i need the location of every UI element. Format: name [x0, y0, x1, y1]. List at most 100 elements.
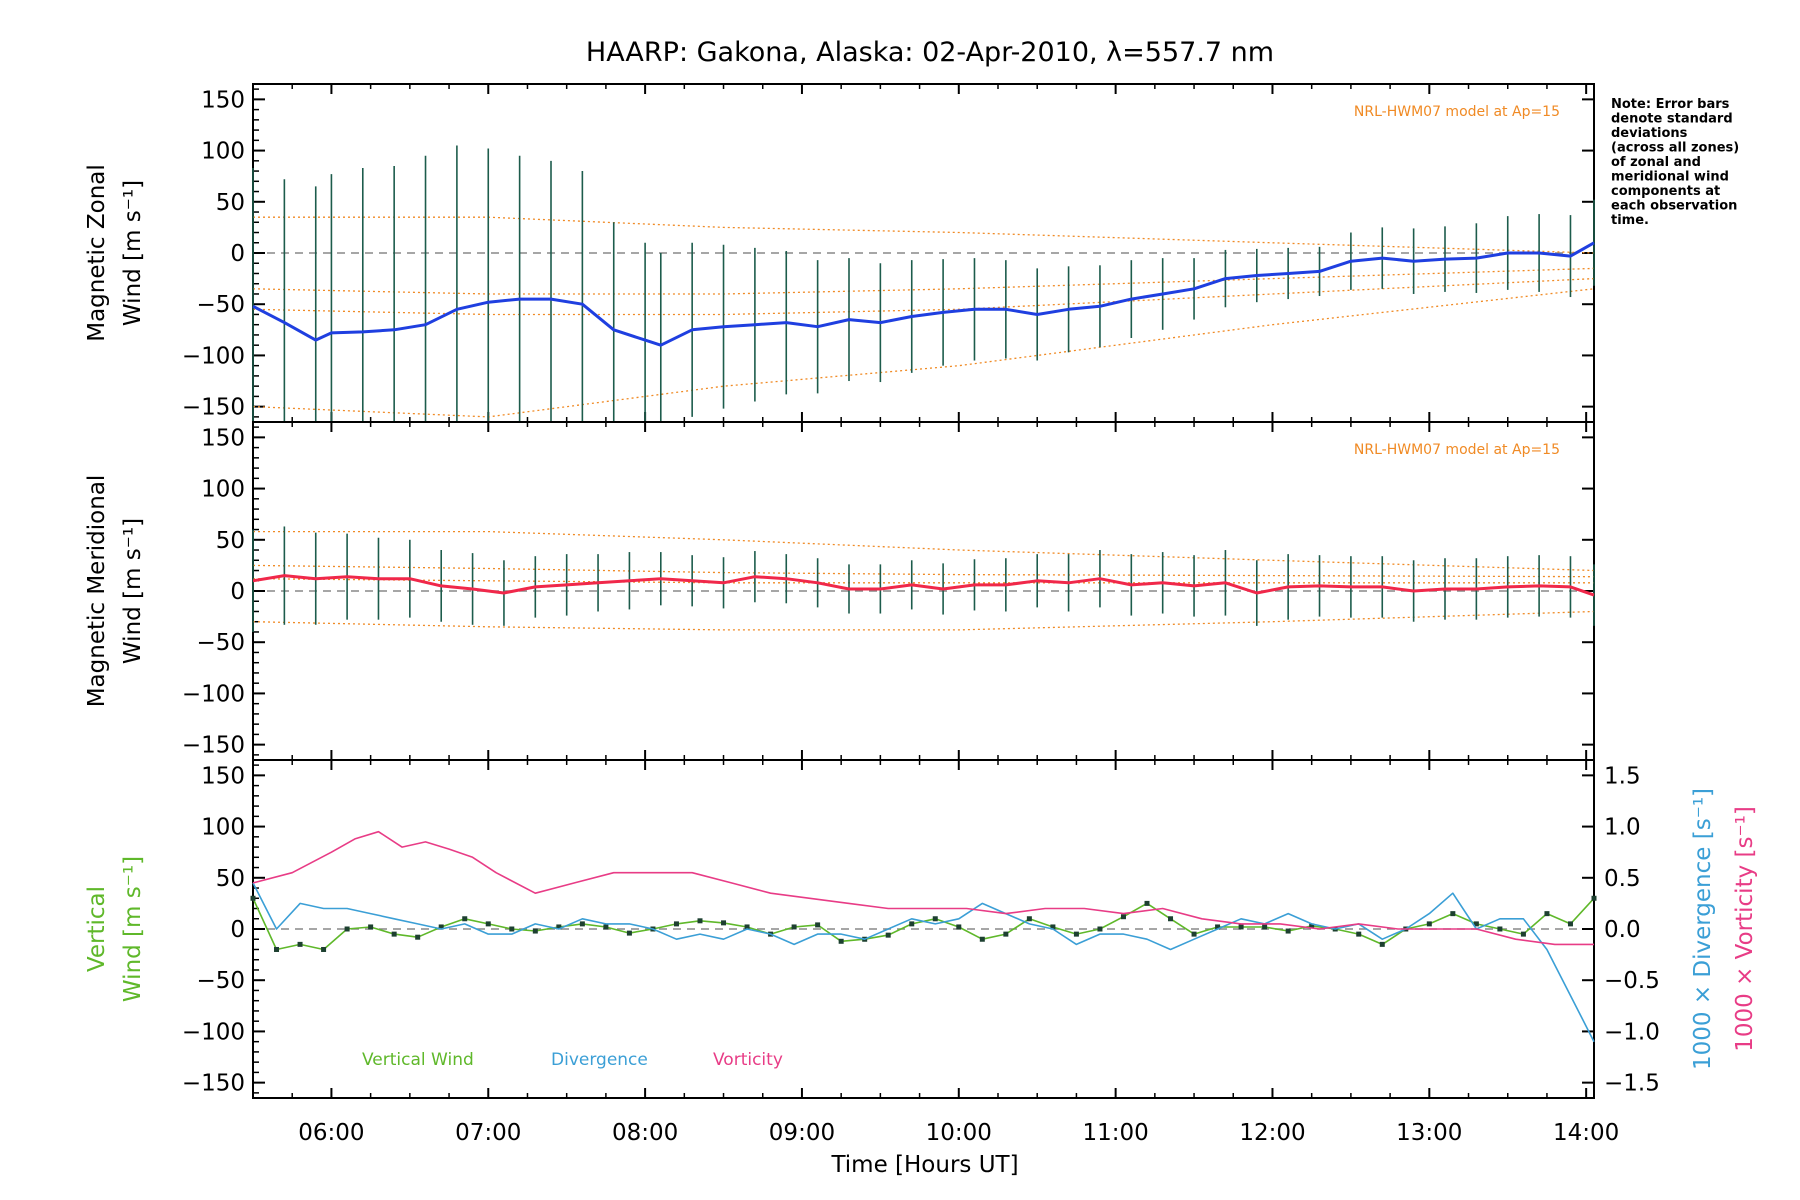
- vertical-point: [438, 924, 444, 930]
- vertical-point: [1191, 931, 1197, 937]
- svg-text:Wind [m s⁻¹]: Wind [m s⁻¹]: [120, 518, 146, 664]
- vertical-point: [391, 931, 397, 937]
- x-tick-label: 14:00: [1553, 1120, 1619, 1146]
- meridional-panel: −150 −100 −50 0 50 100 150: [182, 421, 1595, 761]
- y2-tick-label: 0.5: [1604, 866, 1641, 892]
- vertical-point: [344, 926, 350, 932]
- note-line: Note: Error bars: [1611, 97, 1730, 112]
- svg-text:Vertical: Vertical: [84, 886, 110, 972]
- legend-vorticity: Vorticity: [713, 1050, 783, 1070]
- x-tick-label: 08:00: [612, 1120, 678, 1146]
- note-line: components at: [1611, 184, 1720, 199]
- vertical-ylabel: Vertical Wind [m s⁻¹]: [84, 856, 146, 1002]
- y-tick-label: −50: [196, 968, 245, 994]
- vertical-point: [1238, 924, 1244, 930]
- vertical-point: [979, 936, 985, 942]
- y-tick-label: −100: [182, 343, 245, 369]
- vertical-point: [838, 938, 844, 944]
- model-profile-mid1: [252, 267, 1595, 295]
- vertical-point: [815, 922, 821, 928]
- vertical-point: [579, 921, 585, 927]
- vertical-point: [932, 916, 938, 922]
- note-line: time.: [1611, 213, 1649, 228]
- vertical-point: [956, 924, 962, 930]
- meridional-line: [252, 574, 1595, 597]
- vertical-panel: −150 −100 −50 0 50 100 150 −1.5 −1.0 −0.5 0.0 0.5 1.…: [182, 759, 1660, 1099]
- note-line: of zonal and: [1611, 155, 1701, 170]
- note-line: deviations: [1611, 126, 1688, 141]
- y-tick-label: 50: [216, 190, 245, 216]
- y-tick-label: −50: [196, 630, 245, 656]
- y2-tick-label: −1.0: [1604, 1019, 1660, 1045]
- vertical-point: [368, 924, 374, 930]
- vertical-point: [1497, 926, 1503, 932]
- vertical-point: [274, 946, 280, 952]
- divergence-axis-label: 1000 × Divergence [s⁻¹]: [1690, 788, 1716, 1070]
- y-tick-label: 50: [216, 528, 245, 554]
- vertical-point: [1120, 914, 1126, 920]
- y-tick-label: 0: [230, 917, 245, 943]
- x-tick-label: 07:00: [455, 1120, 521, 1146]
- meridional-model-label: NRL-HWM07 model at Ap=15: [1354, 442, 1560, 458]
- vertical-point: [603, 924, 609, 930]
- svg-text:Magnetic Meridional: Magnetic Meridional: [84, 475, 110, 708]
- note-line: (across all zones): [1611, 141, 1739, 156]
- vertical-point: [415, 934, 421, 940]
- vertical-point: [1591, 895, 1597, 901]
- x-tick-label: 10:00: [926, 1120, 992, 1146]
- vertical-point: [626, 930, 632, 936]
- vertical-point: [1520, 931, 1526, 937]
- note-line: each observation: [1611, 199, 1737, 214]
- note-line: denote standard: [1611, 112, 1733, 127]
- vertical-point: [250, 895, 256, 901]
- vertical-point: [1097, 926, 1103, 932]
- vertical-point: [1215, 924, 1221, 930]
- y-tick-label: 150: [201, 763, 245, 789]
- vorticity-axis-label: 1000 × Vorticity [s⁻¹]: [1732, 806, 1758, 1052]
- vertical-point: [462, 916, 468, 922]
- model-profile-mid1: [252, 564, 1595, 578]
- vertical-point: [1073, 931, 1079, 937]
- vertical-point: [1309, 923, 1315, 929]
- y-tick-label: −50: [196, 292, 245, 318]
- x-tick-labels: 06:00 07:00 08:00 09:00 10:00 11:00 12:00 13:00…: [298, 1120, 1619, 1146]
- y-tick-label: −150: [182, 395, 245, 421]
- y-tick-label: 0: [230, 579, 245, 605]
- vertical-point: [1285, 928, 1291, 934]
- model-profile-lower: [252, 610, 1595, 631]
- vertical-point: [1262, 924, 1268, 930]
- legend-divergence: Divergence: [551, 1050, 648, 1070]
- y-tick-label: 150: [201, 425, 245, 451]
- vertical-point: [1003, 931, 1009, 937]
- vertical-point: [556, 924, 562, 930]
- x-tick-label: 11:00: [1082, 1120, 1148, 1146]
- svg-text:Wind [m s⁻¹]: Wind [m s⁻¹]: [120, 856, 146, 1002]
- vertical-point: [1026, 916, 1032, 922]
- x-tick-label: 13:00: [1396, 1120, 1462, 1146]
- note-line: meridional wind: [1611, 170, 1729, 185]
- y2-tick-label: 1.0: [1604, 815, 1641, 841]
- vertical-point: [1473, 921, 1479, 927]
- vertical-point: [1356, 931, 1362, 937]
- legend-vertical-wind: Vertical Wind: [362, 1050, 474, 1070]
- vorticity-line: [252, 830, 1594, 946]
- meridional-ylabel: Magnetic Meridional Wind [m s⁻¹]: [84, 475, 146, 708]
- y-tick-label: −150: [182, 1071, 245, 1097]
- vertical-point: [673, 921, 679, 927]
- vertical-point: [297, 941, 303, 947]
- vertical-point: [1168, 916, 1174, 922]
- vertical-point: [791, 924, 797, 930]
- y2-tick-label: 1.5: [1604, 763, 1641, 789]
- x-tick-label: 12:00: [1239, 1120, 1305, 1146]
- vertical-point: [532, 928, 538, 934]
- x-tick-label: 09:00: [769, 1120, 835, 1146]
- vertical-point: [509, 926, 515, 932]
- y-tick-label: 0: [230, 241, 245, 267]
- svg-text:Magnetic Zonal: Magnetic Zonal: [84, 164, 110, 342]
- model-profile-lower: [252, 288, 1595, 418]
- y2-tick-label: −1.5: [1604, 1071, 1660, 1097]
- vertical-point: [1450, 911, 1456, 917]
- vertical-point: [721, 920, 727, 926]
